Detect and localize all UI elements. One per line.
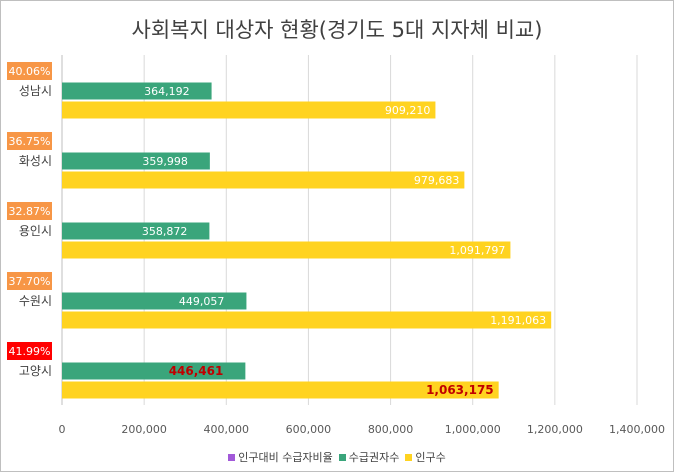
bar-recipients-label: 446,461 [169, 364, 224, 378]
ratio-label: 32.87% [9, 205, 51, 218]
ratio-badge [7, 62, 52, 80]
legend-swatch [228, 454, 236, 461]
ratio-label: 41.99% [9, 345, 51, 358]
legend-label: 수급권자수 [348, 451, 400, 464]
x-tick-label: 1,000,000 [445, 423, 501, 436]
legend-label: 인구대비 수급자비율 [238, 451, 333, 464]
bar-recipients-label: 449,057 [179, 295, 225, 308]
category-label: 수원시 [19, 294, 52, 308]
legend-item: 인구대비 수급자비율 [228, 449, 333, 465]
x-tick-label: 400,000 [204, 423, 250, 436]
legend-label: 인구수 [415, 451, 446, 464]
x-tick-label: 600,000 [286, 423, 332, 436]
bar-population [62, 311, 552, 329]
category-label: 고양시 [19, 364, 52, 378]
ratio-badge [7, 272, 52, 290]
bar-recipients [62, 362, 246, 380]
ratio-badge [7, 342, 52, 360]
bar-recipients-label: 359,998 [142, 155, 188, 168]
bar-recipients-label: 358,872 [142, 225, 188, 238]
legend-item: 수급권자수 [338, 449, 400, 465]
x-tick-label: 1,200,000 [527, 423, 583, 436]
category-label: 용인시 [19, 224, 52, 238]
bar-population [62, 101, 436, 119]
bar-population-label: 979,683 [414, 174, 460, 187]
bar-recipients [62, 222, 210, 240]
ratio-label: 40.06% [9, 65, 51, 78]
ratio-label: 36.75% [9, 135, 51, 148]
legend-swatch [405, 454, 413, 461]
ratio-badge [7, 202, 52, 220]
bar-recipients-label: 364,192 [144, 85, 190, 98]
bar-population-label: 1,091,797 [449, 244, 505, 257]
chart-title: 사회복지 대상자 현황(경기도 5대 지자체 비교) [131, 18, 543, 42]
bar-population [62, 241, 511, 259]
bar-recipients [62, 82, 212, 100]
x-tick-label: 800,000 [368, 423, 414, 436]
x-tick-label: 0 [59, 423, 66, 436]
bar-recipients [62, 152, 210, 170]
x-tick-label: 200,000 [121, 423, 167, 436]
ratio-badge [7, 132, 52, 150]
bar-recipients [62, 292, 247, 310]
bar-population [62, 381, 499, 399]
bar-population [62, 171, 465, 189]
category-label: 성남시 [19, 84, 52, 98]
x-tick-label: 1,400,000 [609, 423, 665, 436]
bar-population-label: 1,191,063 [490, 314, 546, 327]
legend-item: 인구수 [405, 449, 446, 465]
category-label: 화성시 [19, 154, 52, 168]
chart-legend: 인구대비 수급자비율 수급권자수 인구수 [0, 449, 674, 465]
legend-swatch [338, 454, 346, 461]
ratio-label: 37.70% [9, 275, 51, 288]
bar-population-label: 1,063,175 [426, 383, 494, 397]
bar-population-label: 909,210 [385, 104, 431, 117]
